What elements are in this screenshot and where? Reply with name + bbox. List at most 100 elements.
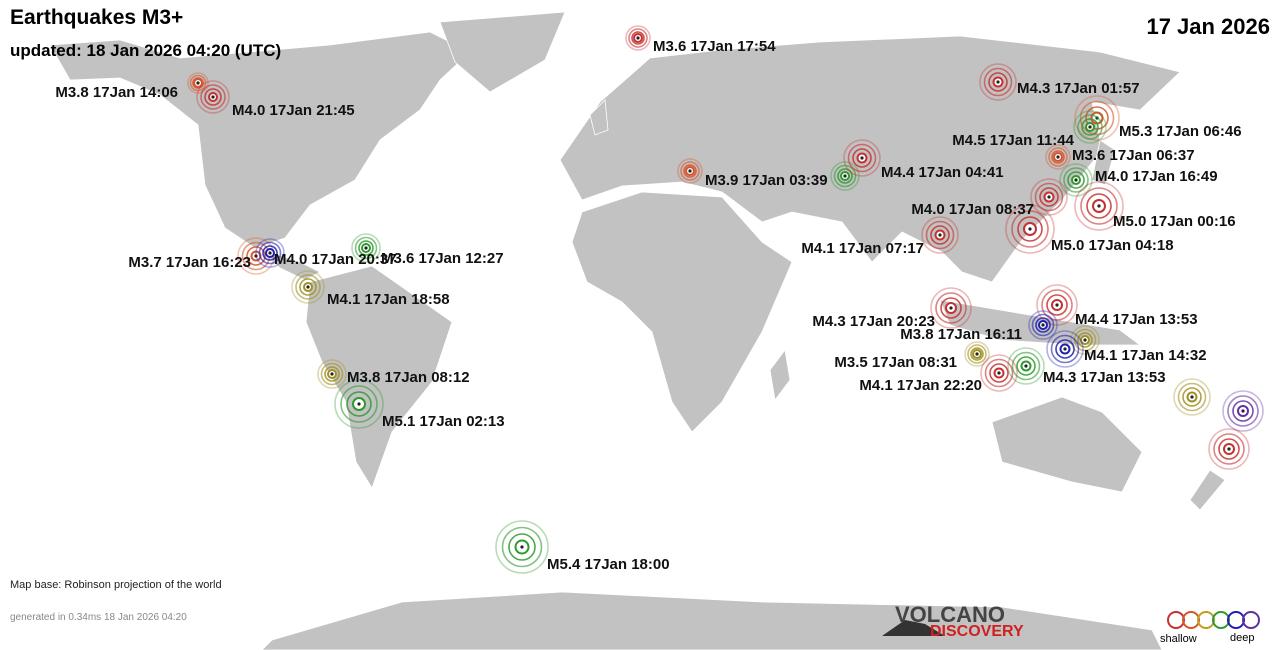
quake-center bbox=[688, 169, 692, 173]
quake-ring bbox=[1048, 147, 1068, 167]
quake-ring bbox=[967, 344, 987, 364]
quake-center bbox=[1028, 227, 1032, 231]
quake-center bbox=[357, 402, 361, 406]
quake-label: M4.0 17Jan 20:37 bbox=[274, 251, 397, 268]
quake-ring bbox=[1034, 182, 1064, 212]
quake-ring bbox=[1011, 210, 1049, 248]
quake-ring bbox=[1073, 110, 1107, 144]
quake-marker bbox=[1073, 110, 1107, 144]
quake-ring bbox=[358, 240, 374, 256]
quake-ring bbox=[1077, 114, 1103, 140]
quake-center bbox=[306, 285, 310, 289]
quake-label: M4.4 17Jan 04:41 bbox=[881, 164, 1004, 181]
logo-line2: DISCOVERY bbox=[930, 623, 1024, 640]
quake-marker bbox=[1007, 347, 1045, 385]
quake-center bbox=[843, 174, 847, 178]
quake-marker bbox=[1173, 378, 1211, 416]
quake-marker bbox=[1222, 390, 1264, 432]
quake-center bbox=[211, 95, 215, 99]
quake-ring bbox=[1028, 310, 1058, 340]
quake-label: M4.5 17Jan 11:44 bbox=[952, 132, 1074, 149]
quake-label: M4.1 17Jan 22:20 bbox=[859, 377, 982, 394]
quake-label: M5.3 17Jan 06:46 bbox=[1119, 123, 1242, 140]
quake-center bbox=[860, 156, 864, 160]
quake-center bbox=[520, 545, 524, 549]
quake-ring bbox=[1081, 118, 1099, 136]
map-title: Earthquakes M3+ bbox=[10, 6, 183, 29]
quake-ring bbox=[1046, 294, 1068, 316]
quake-ring bbox=[351, 233, 381, 263]
depth-legend bbox=[1167, 611, 1260, 629]
quake-ring bbox=[299, 278, 317, 296]
legend-deep: deep bbox=[1230, 632, 1254, 644]
quake-label: M3.8 17Jan 08:12 bbox=[347, 369, 470, 386]
quake-ring bbox=[1030, 178, 1068, 216]
quake-ring bbox=[246, 246, 266, 266]
quake-ring bbox=[1051, 150, 1065, 164]
quake-ring bbox=[930, 225, 950, 245]
quake-marker bbox=[495, 520, 549, 574]
quake-ring bbox=[1218, 438, 1240, 460]
quake-ring bbox=[852, 148, 872, 168]
quake-marker bbox=[255, 238, 285, 268]
quake-center bbox=[949, 306, 953, 310]
quake-ring bbox=[508, 533, 536, 561]
quake-ring bbox=[340, 385, 378, 423]
quake-center bbox=[254, 254, 258, 258]
quake-ring bbox=[940, 297, 962, 319]
quake-ring bbox=[324, 366, 340, 382]
quake-ring bbox=[1005, 204, 1055, 254]
quake-center bbox=[1190, 395, 1194, 399]
quake-ring bbox=[1070, 325, 1100, 355]
quake-ring bbox=[1079, 100, 1115, 136]
updated-time: updated: 18 Jan 2026 04:20 (UTC) bbox=[10, 41, 281, 60]
quake-center bbox=[1241, 409, 1245, 413]
quake-marker bbox=[351, 233, 381, 263]
quake-ring bbox=[262, 245, 278, 261]
quake-marker bbox=[1074, 181, 1124, 231]
quake-ring bbox=[830, 161, 860, 191]
quake-label: M3.6 17Jan 17:54 bbox=[653, 38, 776, 55]
quake-ring bbox=[1059, 163, 1093, 197]
quake-ring bbox=[1016, 356, 1036, 376]
quake-marker bbox=[921, 216, 959, 254]
quake-ring bbox=[1227, 395, 1259, 427]
quake-ring bbox=[1077, 332, 1093, 348]
quake-ring bbox=[354, 236, 378, 260]
quake-ring bbox=[964, 341, 990, 367]
quake-ring bbox=[1208, 428, 1250, 470]
quake-ring bbox=[925, 220, 955, 250]
quake-marker bbox=[317, 359, 347, 389]
quake-marker bbox=[677, 158, 703, 184]
quake-marker bbox=[964, 341, 990, 367]
quake-center bbox=[1063, 347, 1067, 351]
quake-ring bbox=[334, 379, 384, 429]
quake-ring bbox=[628, 28, 648, 48]
quake-center bbox=[997, 371, 1001, 375]
quake-ring bbox=[295, 274, 321, 300]
quake-ring bbox=[189, 74, 207, 92]
quake-label: M4.1 17Jan 07:17 bbox=[801, 240, 924, 257]
quake-ring bbox=[1086, 193, 1112, 219]
quake-ring bbox=[921, 216, 959, 254]
quake-ring bbox=[833, 164, 857, 188]
quake-marker bbox=[1030, 178, 1068, 216]
quake-center bbox=[1083, 338, 1087, 342]
quake-ring bbox=[1036, 284, 1078, 326]
quake-ring bbox=[1173, 378, 1211, 416]
quake-ring bbox=[1017, 216, 1043, 242]
quake-center bbox=[1024, 364, 1028, 368]
quake-ring bbox=[988, 72, 1008, 92]
quake-ring bbox=[979, 63, 1017, 101]
quake-center bbox=[268, 251, 272, 255]
quake-label: M3.7 17Jan 16:23 bbox=[128, 254, 251, 271]
quake-marker bbox=[1208, 428, 1250, 470]
quake-ring bbox=[1213, 433, 1245, 465]
quake-ring bbox=[1177, 382, 1207, 412]
quake-ring bbox=[1046, 330, 1084, 368]
quake-marker bbox=[1045, 144, 1071, 170]
quake-label: M3.8 17Jan 14:06 bbox=[55, 84, 178, 101]
quake-ring bbox=[935, 292, 967, 324]
quake-layer: M3.6 17Jan 17:54 M3.8 17Jan 14:06 M4.0 17J… bbox=[55, 25, 1264, 574]
quake-marker bbox=[1028, 310, 1058, 340]
